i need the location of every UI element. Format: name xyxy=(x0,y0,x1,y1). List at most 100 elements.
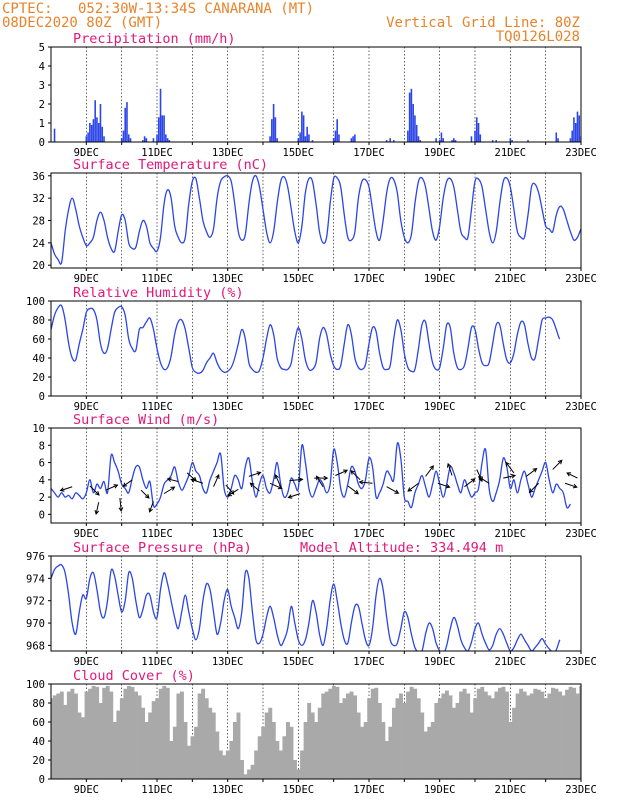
cloud-bar xyxy=(519,688,524,779)
precip-bar xyxy=(451,140,453,142)
cloud-bar xyxy=(395,698,400,779)
cloud-bar xyxy=(303,722,308,779)
cloud-bar xyxy=(155,698,160,779)
cloud-bar xyxy=(338,703,343,779)
x-tick-label: 15DEC xyxy=(283,656,315,668)
precip-bar xyxy=(306,126,308,142)
x-tick-label: 23DEC xyxy=(565,147,597,159)
precip-bar xyxy=(92,119,95,142)
y-tick-label: 32 xyxy=(32,193,45,205)
precip-bar xyxy=(509,138,512,142)
x-tick-label: 19DEC xyxy=(424,656,456,668)
wind-arrow xyxy=(437,482,451,489)
x-tick-label: 21DEC xyxy=(495,656,527,668)
panel-title: Surface Temperature (nC) xyxy=(73,157,268,173)
cloud-bar xyxy=(148,712,153,779)
x-tick-label: 11DEC xyxy=(141,784,173,796)
cloud-bar xyxy=(353,695,358,779)
y-tick-label: 4 xyxy=(39,61,45,73)
cloud-bar xyxy=(112,722,117,779)
cloud-bar xyxy=(208,707,213,779)
cloud-bar xyxy=(561,695,566,779)
panel-0: 9DEC 11DEC 13DEC 15DEC 17DEC 19DEC 21DEC 23DEC 0… xyxy=(39,31,597,159)
y-tick-label: 80 xyxy=(32,698,45,710)
wind-arrow xyxy=(140,489,150,499)
precip-bar xyxy=(334,130,337,142)
wind-arrow xyxy=(118,497,124,513)
cloud-bar xyxy=(494,691,499,779)
cloud-bar xyxy=(558,691,562,779)
cloud-bar xyxy=(261,726,266,779)
x-tick-label: 9DEC xyxy=(74,401,99,413)
cloud-bar xyxy=(402,703,407,779)
precip-bar xyxy=(407,130,409,142)
cloud-bar xyxy=(441,693,446,779)
cloud-bar xyxy=(222,755,227,779)
precip-bar xyxy=(159,88,162,142)
x-tick-label: 15DEC xyxy=(283,273,315,285)
cloud-bar xyxy=(51,698,54,779)
cloud-bar xyxy=(59,691,64,779)
x-tick-label: 17DEC xyxy=(353,147,385,159)
y-tick-label: 20 xyxy=(32,372,45,384)
x-tick-label: 21DEC xyxy=(495,147,527,159)
cloud-bar xyxy=(285,722,290,779)
wind-arrow xyxy=(425,465,434,477)
cloud-bar xyxy=(505,691,509,779)
cloud-bar xyxy=(363,722,368,779)
precip-bar xyxy=(576,111,579,142)
wind-arrow xyxy=(552,459,563,470)
precip-bar xyxy=(412,104,414,142)
y-tick-label: 0 xyxy=(39,137,45,149)
cloud-bar xyxy=(289,726,294,779)
cloud-bar xyxy=(469,712,474,779)
series-line xyxy=(51,174,581,265)
cloud-bar xyxy=(116,710,121,779)
y-tick-label: 28 xyxy=(32,216,45,228)
cloud-bar xyxy=(201,688,206,779)
wind-arrow xyxy=(566,472,578,479)
cloud-bar xyxy=(356,712,361,779)
precip-bar xyxy=(99,104,102,142)
plot-frame xyxy=(50,46,582,143)
x-tick-label: 9DEC xyxy=(74,656,99,668)
cloud-bar xyxy=(374,687,379,779)
x-tick-label: 15DEC xyxy=(283,401,315,413)
cloud-bar xyxy=(144,722,149,779)
series-line xyxy=(51,442,571,509)
cloud-bar xyxy=(84,691,89,779)
cloud-bar xyxy=(88,688,93,779)
x-tick-label: 13DEC xyxy=(212,528,244,540)
panel-title: Surface Pressure (hPa) xyxy=(73,540,252,556)
precip-bar xyxy=(555,132,558,142)
precip-bar xyxy=(442,138,444,142)
y-tick-label: 100 xyxy=(26,679,45,691)
cloud-bar xyxy=(296,769,301,779)
cloud-bar xyxy=(391,707,396,779)
cloud-bar xyxy=(427,726,432,779)
cloud-bar xyxy=(342,698,347,779)
precip-bar xyxy=(491,140,494,142)
precip-bar xyxy=(103,136,105,142)
precip-bar xyxy=(453,138,455,142)
cloud-bar xyxy=(526,695,531,779)
wind-arrow xyxy=(525,467,538,477)
plot-area xyxy=(51,304,561,374)
x-tick-label: 19DEC xyxy=(424,273,456,285)
cloud-bar xyxy=(278,750,283,779)
cloud-bar xyxy=(56,693,61,779)
cloud-bar xyxy=(536,689,541,779)
y-tick-label: 40 xyxy=(32,353,45,365)
precip-bar xyxy=(96,117,98,142)
cloud-bar xyxy=(52,695,57,779)
cloud-bar xyxy=(406,691,411,779)
precip-bar xyxy=(274,117,277,142)
cloud-bar xyxy=(399,693,403,779)
y-tick-label: 10 xyxy=(32,423,45,435)
x-tick-label: 23DEC xyxy=(565,656,597,668)
cloud-bar xyxy=(512,707,517,779)
precip-bar xyxy=(97,123,100,142)
x-tick-label: 11DEC xyxy=(141,147,173,159)
header-grid-note: Vertical Grid Line: 80Z xyxy=(386,15,580,31)
x-tick-label: 21DEC xyxy=(495,528,527,540)
